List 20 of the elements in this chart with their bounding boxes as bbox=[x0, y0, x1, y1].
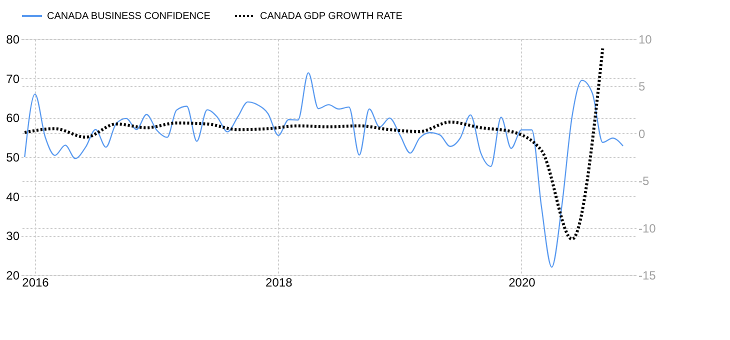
line-series bbox=[23, 46, 604, 241]
y-tick-label: 20 bbox=[6, 268, 20, 282]
y-tick-label: 80 bbox=[6, 32, 20, 46]
y2-tick-label: 0 bbox=[638, 126, 646, 141]
x-tick-label: 2020 bbox=[508, 276, 536, 290]
y-tick-label: 70 bbox=[6, 72, 20, 86]
x-tick-label: 2018 bbox=[266, 276, 293, 290]
y2-tick-label: -15 bbox=[638, 268, 656, 282]
y2-tick-label: -5 bbox=[638, 174, 650, 188]
legend-label: CANADA GDP GROWTH RATE bbox=[260, 11, 403, 22]
legend-label: CANADA BUSINESS CONFIDENCE bbox=[47, 11, 211, 22]
y-tick-label: 60 bbox=[6, 111, 20, 126]
y-tick-label: 30 bbox=[6, 229, 20, 244]
x-tick-label: 2016 bbox=[22, 276, 50, 290]
y-tick-label: 50 bbox=[6, 150, 20, 164]
y2-tick-label: 10 bbox=[638, 32, 652, 46]
line-series bbox=[24, 72, 624, 268]
y2-tick-label: 5 bbox=[638, 80, 646, 94]
y-tick-label: 40 bbox=[6, 190, 20, 204]
y2-tick-label: -10 bbox=[638, 221, 656, 236]
